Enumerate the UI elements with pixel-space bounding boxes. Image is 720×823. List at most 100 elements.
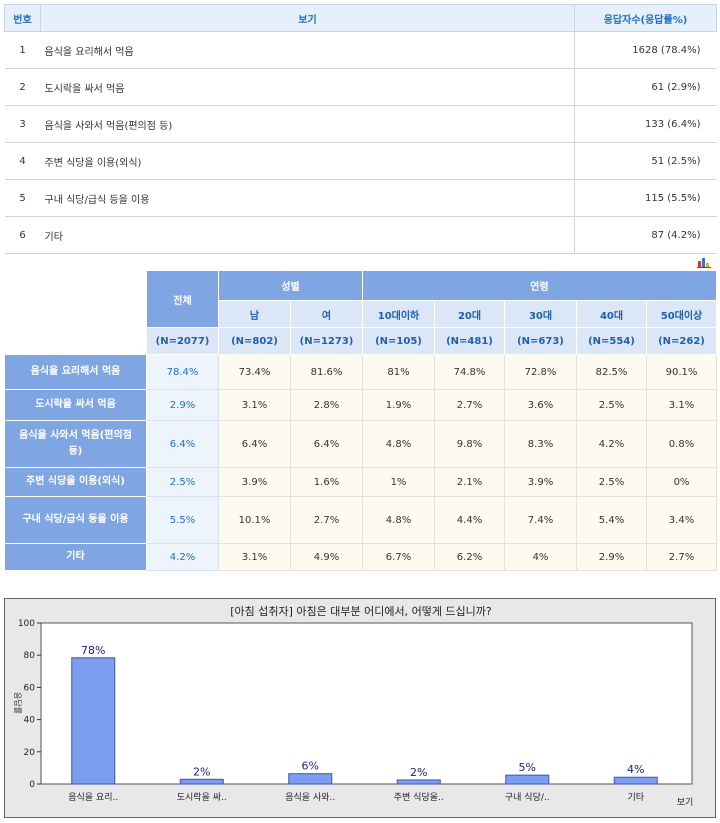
bar-value-label: 2% <box>193 765 210 778</box>
cell-value: 4.8% <box>362 420 435 468</box>
subheader: 40대 <box>576 300 647 328</box>
row-label: 기타 <box>40 216 575 254</box>
cell-total: 78.4% <box>146 354 219 390</box>
row-label: 주변 식당을 이용(외식) <box>4 467 147 497</box>
cell-value: 3.1% <box>218 543 291 571</box>
cell-total: 6.4% <box>146 420 219 468</box>
row-count: 133 (6.4%) <box>574 105 717 143</box>
x-tick-label: 기타 <box>627 792 644 803</box>
subheader-n: (N=554) <box>576 327 647 355</box>
header-gender: 성별 <box>218 270 363 301</box>
chart-title: [아침 섭취자] 아침은 대부분 어디에서, 어떻게 드십니까? <box>230 605 492 618</box>
y-tick-label: 100 <box>18 619 35 629</box>
header-no: 번호 <box>4 4 41 32</box>
x-tick-label: 도시락을 싸.. <box>177 791 227 803</box>
cell-value: 3.4% <box>646 496 717 544</box>
crosstab-table: 전체 성별 연령 남 여 10대이하 20대 30대 40대 50대이상 (N=2077)(… <box>4 270 717 571</box>
response-table: 번호 보기 응답자수(응답률%) 1 음식을 요리해서 먹음 1628 (78.4%… <box>4 4 717 254</box>
cell-value: 0% <box>646 467 717 497</box>
bar <box>71 657 116 785</box>
bar-value-label: 2% <box>410 766 427 779</box>
bar-chart-icon[interactable] <box>697 256 711 268</box>
subheader: 20대 <box>434 300 505 328</box>
row-count: 51 (2.5%) <box>574 142 717 180</box>
cell-value: 2.7% <box>290 496 363 544</box>
subheader-n: (N=481) <box>434 327 505 355</box>
cell-value: 2.9% <box>576 543 647 571</box>
subheader-n: (N=673) <box>504 327 577 355</box>
cell-value: 1% <box>362 467 435 497</box>
cell-value: 3.1% <box>218 389 291 421</box>
header-age: 연령 <box>362 270 717 301</box>
table-row: 4 주변 식당을 이용(외식) 51 (2.5%) <box>4 142 717 180</box>
row-number: 6 <box>4 216 41 254</box>
bar <box>613 776 658 785</box>
row-number: 1 <box>4 31 41 69</box>
row-number: 5 <box>4 179 41 217</box>
row-number: 3 <box>4 105 41 143</box>
bar-value-label: 6% <box>302 760 319 773</box>
cell-value: 6.7% <box>362 543 435 571</box>
row-count: 61 (2.9%) <box>574 68 717 106</box>
chart-panel: [아침 섭취자] 아침은 대부분 어디에서, 어떻게 드십니까? 0 20 40 60 8… <box>4 598 716 818</box>
subheader-n: (N=262) <box>646 327 717 355</box>
row-label: 음식을 사와서 먹음(편의점 등) <box>4 420 147 468</box>
x-tick-label: 음식을 사와.. <box>285 791 335 803</box>
cell-value: 10.1% <box>218 496 291 544</box>
cell-value: 8.3% <box>504 420 577 468</box>
y-axis-label: 응답률 <box>13 692 23 714</box>
table-row: 5 구내 식당/급식 등을 이용 115 (5.5%) <box>4 179 717 217</box>
row-number: 4 <box>4 142 41 180</box>
bar <box>288 773 333 785</box>
cell-value: 3.1% <box>646 389 717 421</box>
subheader: 남 <box>218 300 291 328</box>
cell-value: 81.6% <box>290 354 363 390</box>
cell-total: 5.5% <box>146 496 219 544</box>
row-count: 87 (4.2%) <box>574 216 717 254</box>
row-label: 음식을 요리해서 먹음 <box>4 354 147 390</box>
table-row: 1 음식을 요리해서 먹음 1628 (78.4%) <box>4 31 717 69</box>
cell-value: 7.4% <box>504 496 577 544</box>
bar <box>396 779 441 785</box>
subheader-n: (N=1273) <box>290 327 363 355</box>
cell-value: 0.8% <box>646 420 717 468</box>
cell-value: 3.9% <box>504 467 577 497</box>
cell-value: 6.2% <box>434 543 505 571</box>
subheader: 10대이하 <box>362 300 435 328</box>
row-label: 도시락을 싸서 먹음 <box>40 68 575 106</box>
subheader: 여 <box>290 300 363 328</box>
row-label: 구내 식당/급식 등을 이용 <box>4 496 147 544</box>
cell-value: 6.4% <box>290 420 363 468</box>
crosstab-row: 음식을 요리해서 먹음 78.4% 73.4% 81.6% 81% 74.8% 72.8% 8… <box>4 354 717 390</box>
x-axis-label: 보기 <box>677 797 694 808</box>
header-total: 전체 <box>146 270 219 328</box>
cell-value: 81% <box>362 354 435 390</box>
row-label: 구내 식당/급식 등을 이용 <box>40 179 575 217</box>
cell-value: 90.1% <box>646 354 717 390</box>
total-n: (N=2077) <box>146 327 219 355</box>
crosstab-row: 기타 4.2% 3.1% 4.9% 6.7% 6.2% 4% 2.9% 2.7% <box>4 543 717 571</box>
bar-value-label: 4% <box>627 763 644 776</box>
bar-value-label: 78% <box>81 644 105 657</box>
cell-value: 74.8% <box>434 354 505 390</box>
x-tick-label: 음식을 요리.. <box>68 792 118 803</box>
subheader: 30대 <box>504 300 577 328</box>
crosstab-corner <box>4 270 147 355</box>
x-tick-label: 주변 식당을.. <box>394 792 444 803</box>
cell-total: 2.9% <box>146 389 219 421</box>
header-count: 응답자수(응답률%) <box>574 4 717 32</box>
cell-value: 2.7% <box>646 543 717 571</box>
table-row: 3 음식을 사와서 먹음(편의점 등) 133 (6.4%) <box>4 105 717 143</box>
cell-total: 4.2% <box>146 543 219 571</box>
cell-value: 72.8% <box>504 354 577 390</box>
cell-value: 6.4% <box>218 420 291 468</box>
subheader-n: (N=105) <box>362 327 435 355</box>
cell-value: 4.9% <box>290 543 363 571</box>
row-label: 기타 <box>4 543 147 571</box>
crosstab-row: 음식을 사와서 먹음(편의점 등) 6.4% 6.4% 6.4% 4.8% 9.8% 8.3… <box>4 420 717 468</box>
header-option: 보기 <box>40 4 575 32</box>
cell-value: 2.5% <box>576 389 647 421</box>
y-tick-label: 60 <box>24 683 36 693</box>
cell-value: 73.4% <box>218 354 291 390</box>
row-count: 1628 (78.4%) <box>574 31 717 69</box>
